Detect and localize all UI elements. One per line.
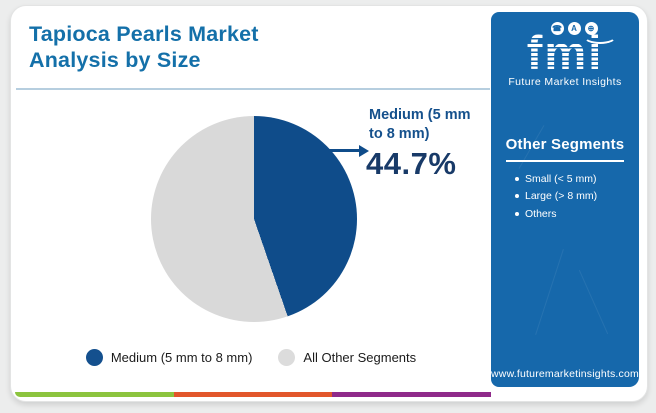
legend: Medium (5 mm to 8 mm) All Other Segments [11, 349, 491, 366]
logo-icons: ☎ A ⊕ [509, 22, 639, 35]
list-item-others: Others [515, 206, 639, 223]
pie-chart [151, 116, 357, 322]
phone-icon: ☎ [550, 22, 564, 35]
callout-value: 44.7% [366, 146, 457, 181]
legend-item-medium: Medium (5 mm to 8 mm) [85, 349, 253, 366]
globe-icon: ⊕ [584, 22, 598, 35]
sidebar-panel: ☎ A ⊕ fmi Future Market Insights Other S… [491, 12, 639, 387]
decorative-line [578, 269, 609, 335]
strip-segment-purple [332, 392, 491, 397]
legend-swatch-medium [85, 349, 103, 366]
infographic-card: Tapioca Pearls Market Analysis by Size M… [10, 5, 648, 402]
legend-label-medium: Medium (5 mm to 8 mm) [110, 350, 253, 365]
callout-arrow-icon [359, 144, 369, 157]
person-icon: A [567, 22, 581, 35]
other-segments-divider [506, 160, 624, 162]
callout-arrow-line [325, 149, 360, 152]
logo-subtitle: Future Market Insights [508, 76, 622, 88]
list-item-large: Large (> 8 mm) [515, 188, 639, 205]
other-segments-heading: Other Segments [505, 136, 625, 153]
decorative-line [535, 249, 564, 335]
list-item-small: Small (< 5 mm) [515, 171, 639, 188]
legend-label-other: All Other Segments [303, 350, 417, 365]
page-title: Tapioca Pearls Market Analysis by Size [29, 22, 259, 73]
strip-segment-orange [173, 392, 333, 397]
title-divider [16, 88, 490, 90]
callout-label: Medium (5 mm to 8 mm) [369, 107, 471, 142]
fmi-logo: ☎ A ⊕ fmi Future Market Insights [491, 22, 639, 88]
legend-swatch-other [278, 349, 296, 366]
other-segments-list: Small (< 5 mm) Large (> 8 mm) Others [491, 171, 639, 223]
strip-segment-green [15, 392, 174, 397]
legend-item-other: All Other Segments [278, 349, 416, 366]
website-url: www.futuremarketinsights.com [491, 368, 639, 380]
other-segments-section: Other Segments Small (< 5 mm) Large (> 8… [491, 136, 639, 223]
bottom-color-strip [15, 392, 491, 397]
